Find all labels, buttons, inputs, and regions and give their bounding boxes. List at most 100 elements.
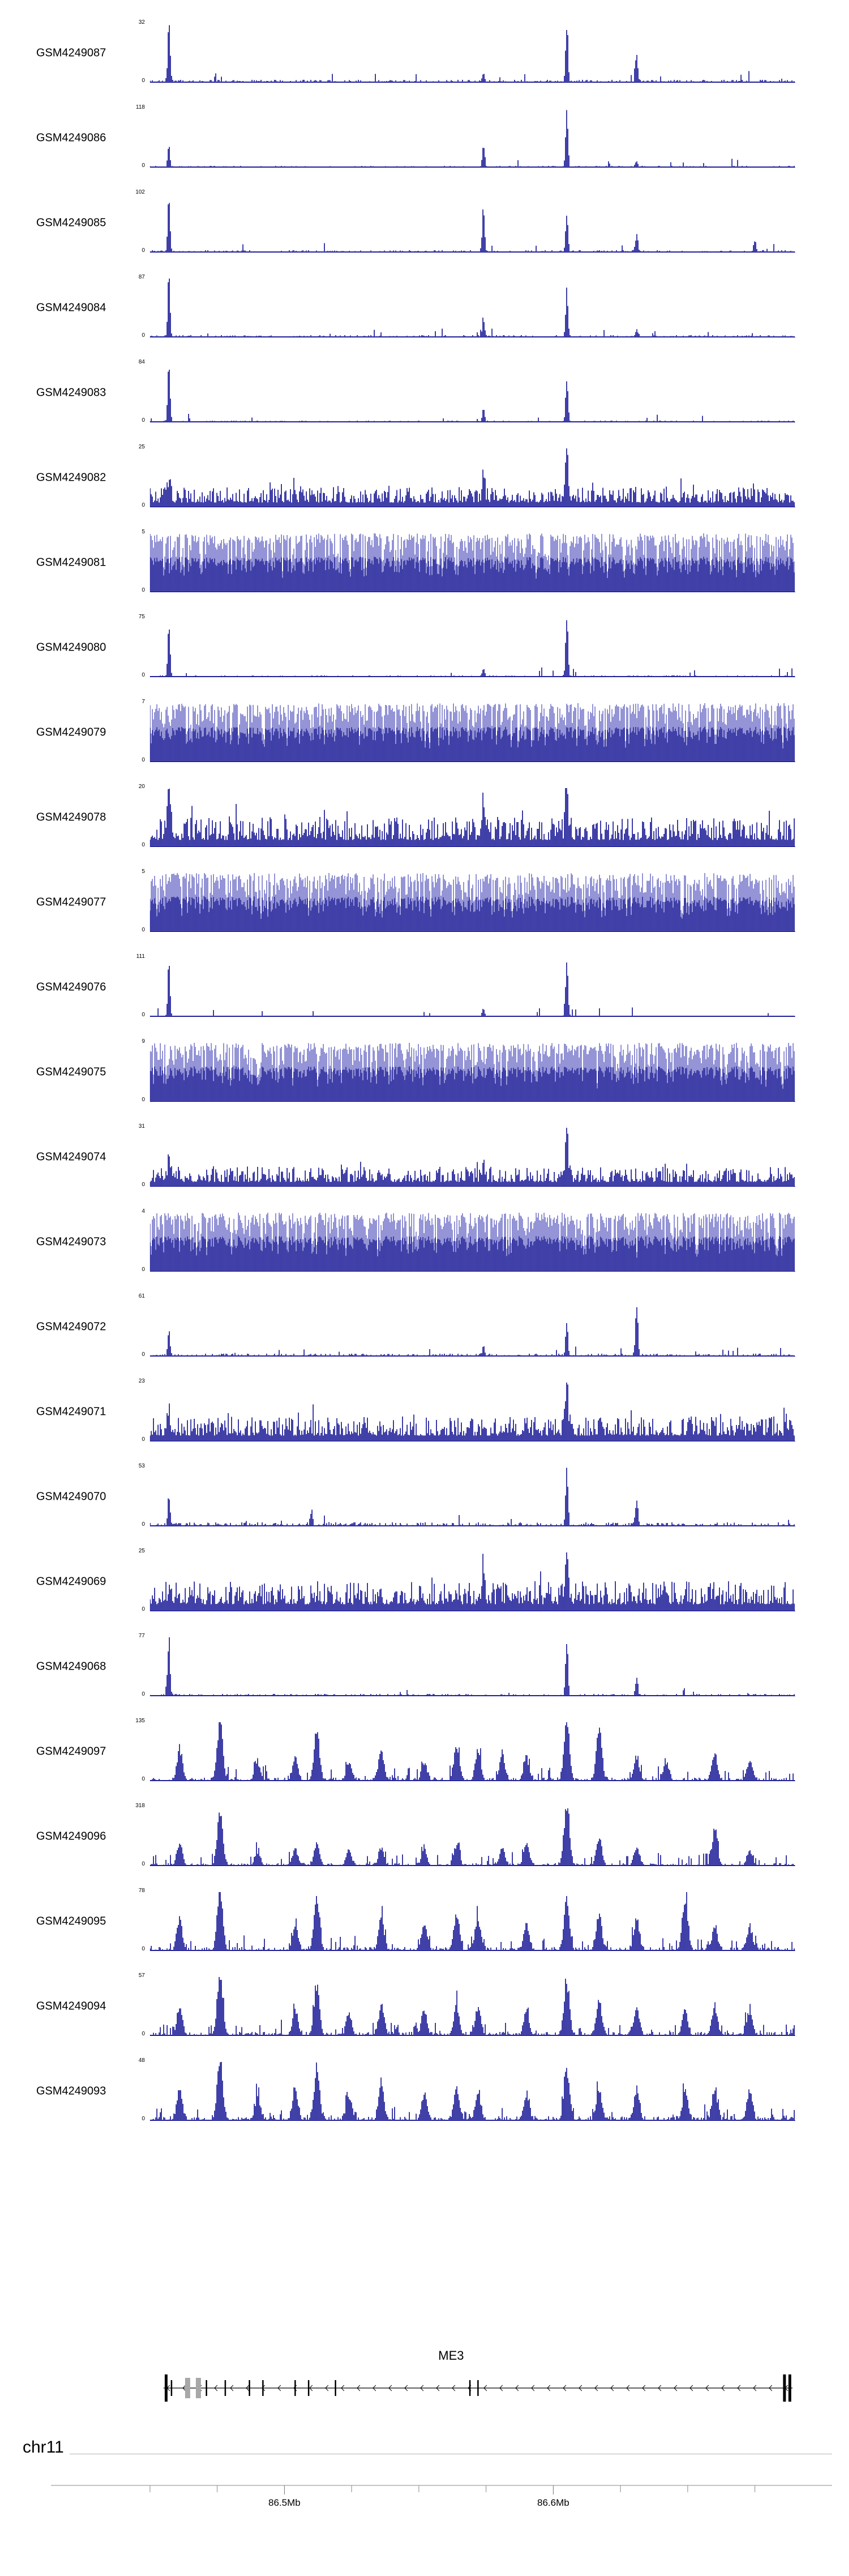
signal-plot-svg (149, 203, 795, 253)
track-yaxis-min: 0 (142, 587, 145, 593)
signal-plot (149, 1552, 795, 1611)
strand-arrow-left-icon (547, 2385, 551, 2391)
strand-arrow-left-icon (404, 2385, 408, 2391)
strand-arrow-left-icon (214, 2385, 218, 2391)
strand-arrow-left-icon (452, 2385, 456, 2391)
signal-bars (149, 1307, 795, 1357)
track-yaxis-min: 0 (142, 1351, 145, 1358)
track-yaxis-min: 0 (142, 1182, 145, 1188)
signal-track-row: GSM4249070 53 0 (0, 1461, 849, 1546)
gene-exon-tall (788, 2374, 791, 2402)
signal-track-row: GSM4249084 87 0 (0, 272, 849, 357)
track-sample-label: GSM4249083 (36, 386, 106, 399)
signal-bars (149, 448, 795, 507)
signal-plot (149, 958, 795, 1017)
signal-track-row: GSM4249079 7 0 (0, 696, 849, 781)
gene-exon-tick (248, 2380, 250, 2396)
signal-plot-svg (149, 533, 795, 592)
signal-plot (149, 109, 795, 168)
signal-bars (149, 1892, 795, 1951)
track-yaxis-max: 48 (138, 2057, 145, 2064)
track-sample-label: GSM4249080 (36, 641, 106, 654)
track-yaxis-max: 102 (135, 189, 145, 195)
gene-model-track (163, 2374, 793, 2402)
signal-bars (149, 620, 795, 677)
signal-bars (149, 25, 795, 83)
axis-tick-label: 86.6Mb (537, 2497, 569, 2508)
gene-exon-tick (224, 2380, 226, 2396)
signal-plot-svg (149, 2062, 795, 2121)
signal-plot-svg (149, 962, 795, 1017)
strand-arrow-left-icon (341, 2385, 345, 2391)
signal-tracks-area: GSM4249087 32 0 GSM4249086 118 0 GSM4249085 102… (0, 17, 849, 2140)
signal-bars (149, 2062, 795, 2121)
track-sample-label: GSM4249084 (36, 301, 106, 314)
strand-arrow-left-icon (737, 2385, 741, 2391)
track-yaxis-max: 87 (138, 274, 145, 280)
track-yaxis-min: 0 (142, 1097, 145, 1103)
track-yaxis-min: 0 (142, 842, 145, 848)
signal-plot-svg (149, 873, 795, 932)
signal-track-row: GSM4249083 84 0 (0, 357, 849, 442)
track-sample-label: GSM4249087 (36, 46, 106, 59)
track-yaxis-max: 57 (138, 1972, 145, 1979)
track-sample-label: GSM4249096 (36, 1830, 106, 1843)
track-sample-label: GSM4249078 (36, 811, 106, 824)
signal-bars (149, 1066, 795, 1102)
strand-arrow-left-icon (277, 2385, 281, 2391)
track-yaxis-max: 31 (138, 1123, 145, 1129)
signal-track-row: GSM4249073 4 0 (0, 1206, 849, 1291)
signal-plot-svg (149, 25, 795, 83)
gene-exon-tick (294, 2380, 296, 2396)
signal-track-row: GSM4249068 77 0 (0, 1631, 849, 1715)
track-yaxis-min: 0 (142, 1436, 145, 1443)
track-sample-label: GSM4249068 (36, 1660, 106, 1673)
axis-tick-label: 86.5Mb (268, 2497, 301, 2508)
signal-plot (149, 194, 795, 253)
track-yaxis-max: 118 (136, 104, 145, 110)
signal-plot (149, 533, 795, 592)
track-sample-label: GSM4249072 (36, 1320, 106, 1333)
track-sample-label: GSM4249077 (36, 896, 106, 909)
signal-plot (149, 1043, 795, 1102)
strand-arrow-left-icon (309, 2385, 313, 2391)
track-yaxis-min: 0 (142, 1521, 145, 1527)
strand-arrow-left-icon (610, 2385, 614, 2391)
track-yaxis-min: 0 (142, 417, 145, 423)
signal-plot-svg (149, 1722, 795, 1781)
signal-bars (149, 1236, 795, 1272)
signal-track-row: GSM4249095 78 0 (0, 1885, 849, 1970)
signal-plot (149, 24, 795, 83)
strand-arrow-left-icon (674, 2385, 678, 2391)
track-yaxis-min: 0 (142, 1776, 145, 1782)
signal-plot-svg (149, 620, 795, 677)
strand-arrow-left-icon (563, 2385, 567, 2391)
track-yaxis-max: 32 (138, 19, 145, 25)
strand-arrow-left-icon (642, 2385, 646, 2391)
strand-arrow-left-icon (436, 2385, 440, 2391)
track-sample-label: GSM4249082 (36, 471, 106, 484)
track-yaxis-min: 0 (142, 332, 145, 339)
track-yaxis-min: 0 (142, 502, 145, 508)
track-yaxis-min: 0 (142, 2031, 145, 2037)
track-yaxis-min: 0 (142, 1946, 145, 1952)
track-yaxis-max: 9 (142, 1038, 145, 1045)
signal-bars (149, 788, 795, 847)
strand-arrow-left-icon (594, 2385, 598, 2391)
track-sample-label: GSM4249095 (36, 1915, 106, 1928)
signal-plot (149, 1128, 795, 1187)
track-yaxis-max: 4 (142, 1208, 145, 1214)
signal-track-row: GSM4249075 9 0 (0, 1036, 849, 1121)
track-sample-label: GSM4249097 (36, 1745, 106, 1758)
track-sample-label: GSM4249073 (36, 1235, 106, 1248)
signal-track-row: GSM4249078 20 0 (0, 781, 849, 866)
signal-plot (149, 448, 795, 507)
strand-arrow-left-icon (531, 2385, 535, 2391)
strand-arrow-left-icon (182, 2385, 186, 2391)
track-sample-label: GSM4249079 (36, 726, 106, 739)
strand-arrow-left-icon (261, 2385, 265, 2391)
track-yaxis-max: 5 (142, 529, 145, 535)
signal-bars (149, 1808, 795, 1866)
signal-bars (149, 203, 795, 253)
